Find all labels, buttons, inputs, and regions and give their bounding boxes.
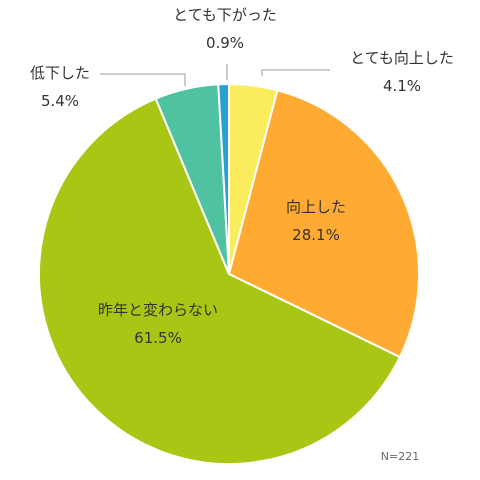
pie-slice-improved [227, 89, 420, 359]
slice-label-unchanged: 昨年と変わらない [98, 301, 218, 319]
leader-line-declined [100, 73, 186, 86]
slice-value-very-declined: 0.9% [206, 34, 244, 52]
slice-value-declined: 5.4% [41, 92, 79, 110]
slice-value-improved: 28.1% [292, 226, 340, 244]
slice-label-improved: 向上した [286, 198, 346, 216]
slice-label-declined: 低下した [30, 64, 90, 82]
pie-slice-unchanged [38, 97, 402, 465]
leader-line-very-improved [261, 69, 330, 76]
slice-label-very-declined: とても下がった [173, 6, 277, 24]
slice-value-unchanged: 61.5% [134, 329, 182, 347]
slice-value-very-improved: 4.1% [383, 77, 421, 95]
sample-size-note: N=221 [381, 450, 419, 463]
pie-slice-very-declined [217, 82, 230, 275]
slice-label-very-improved: とても向上した [350, 49, 454, 67]
